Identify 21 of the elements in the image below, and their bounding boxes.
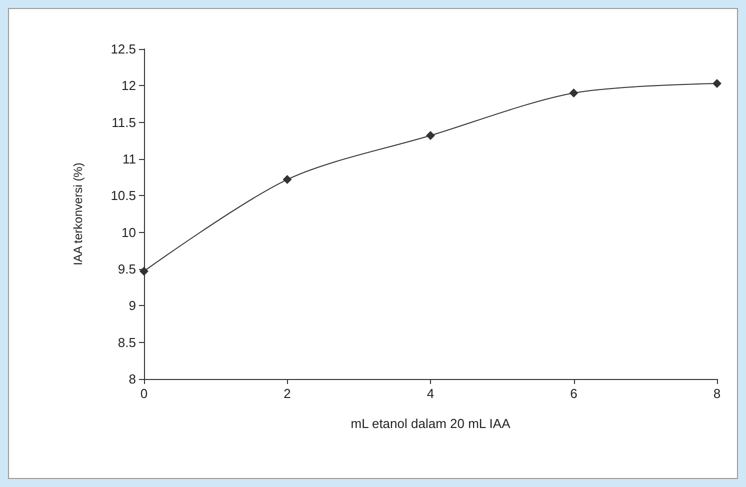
y-axis-title: IAA terkonversi (%) (71, 162, 85, 266)
y-tick-label: 9.5 (118, 262, 136, 276)
y-tick-label: 10.5 (110, 188, 136, 204)
point (426, 131, 435, 140)
point (282, 175, 292, 184)
y-tick-label: 8.5 (118, 334, 136, 350)
y-tick-label: 9 (128, 298, 136, 314)
x-tick-label: 8 (713, 386, 721, 401)
y-tick-label: 12.5 (110, 42, 136, 56)
y-tick-label: 10 (122, 224, 136, 240)
point (569, 88, 578, 98)
y-tick-label: 11.5 (112, 114, 136, 130)
y-tick-label: 12 (122, 78, 136, 94)
x-tick-label: 4 (426, 386, 434, 401)
x-axis-title: mL etanol dalam 20 mL IAA (350, 416, 511, 431)
point (712, 78, 722, 88)
x-tick-label: 6 (570, 386, 578, 401)
x-tick-label: 0 (140, 386, 148, 401)
x-tick-label: 2 (284, 386, 291, 401)
y-tick-label: 11 (122, 152, 136, 166)
y-tick-label: 8 (128, 372, 136, 386)
